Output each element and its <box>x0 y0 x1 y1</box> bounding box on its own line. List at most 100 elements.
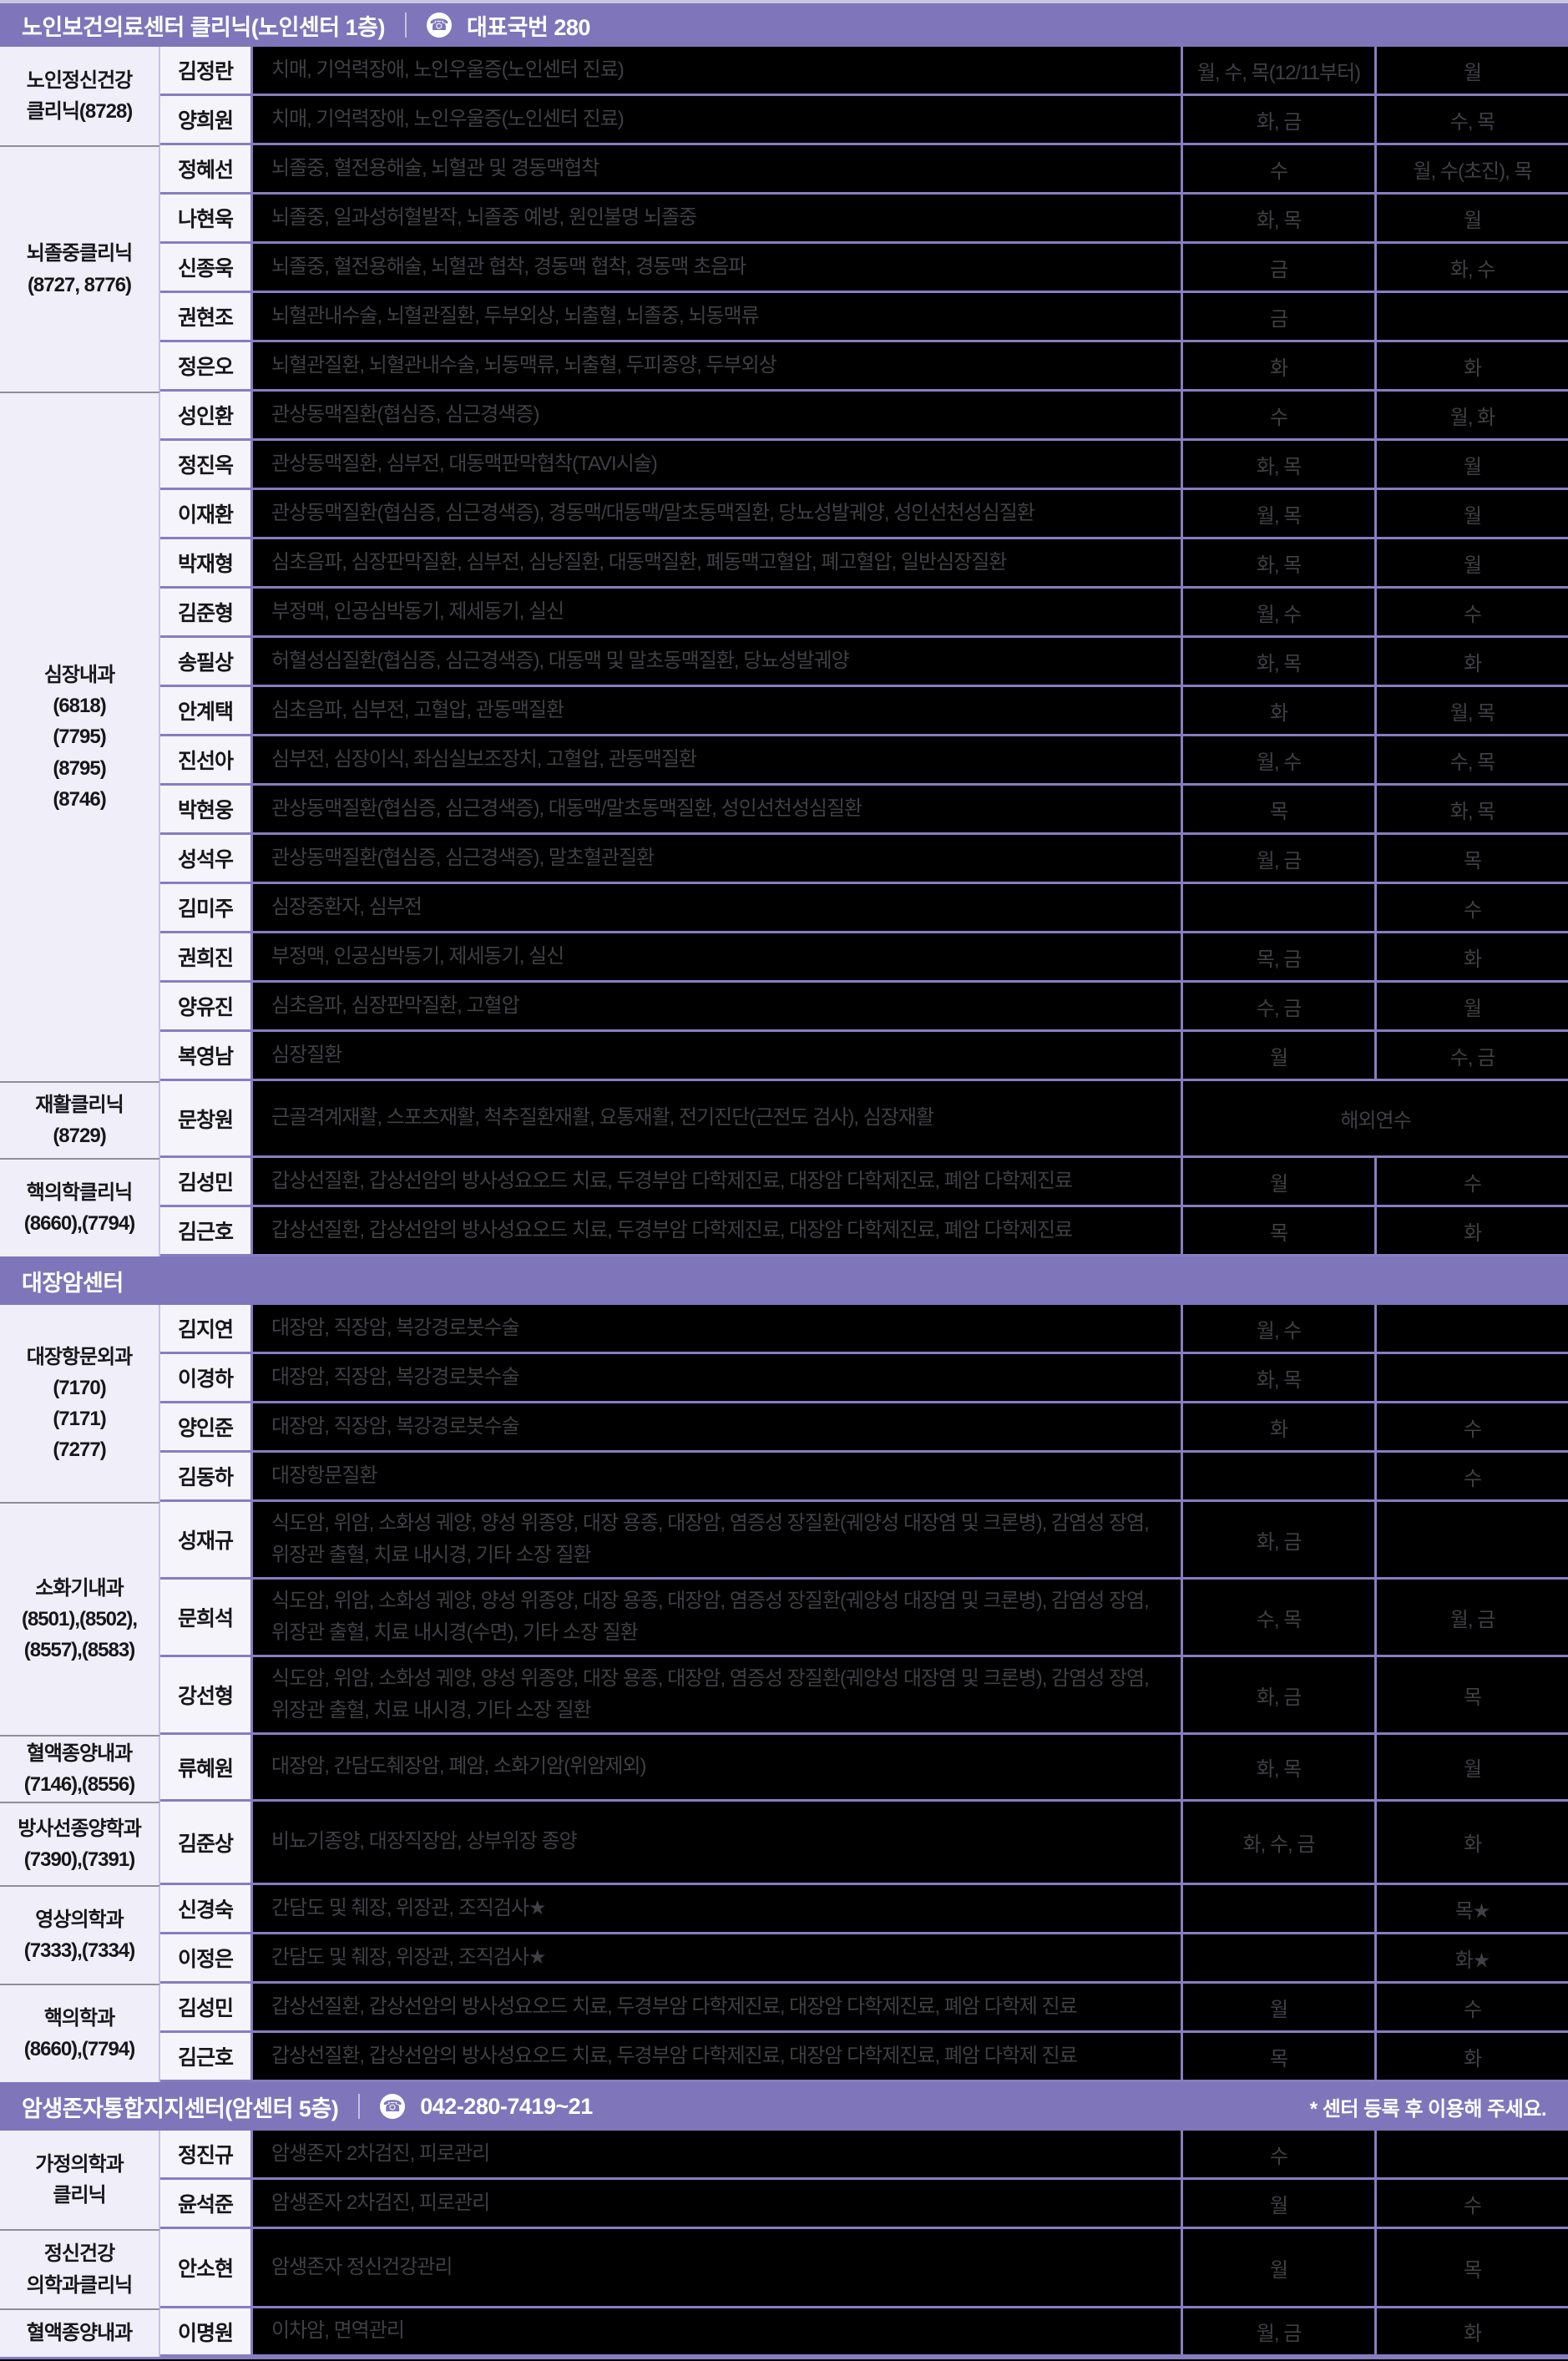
dept-label-line: 의학과클리닉 <box>26 2273 133 2297</box>
schedule-1-cell: 월 <box>1183 1032 1377 1079</box>
schedule-1-cell: 금 <box>1183 244 1377 291</box>
specialty-cell: 관상동맥질환(협심증, 심근경색증) <box>253 392 1183 438</box>
specialty-cell: 뇌졸중, 혈전용해술, 뇌혈관 협착, 경동맥 협착, 경동맥 초음파 <box>253 244 1183 291</box>
section-header: 암생존자통합지지센터(암센터 5층) ☎ 042-280-7419~21 * 센터 등… <box>0 2082 1568 2131</box>
schedule-1-cell: 금 <box>1183 293 1377 340</box>
specialty-cell: 뇌혈관질환, 뇌혈관내수술, 뇌동맥류, 뇌출혈, 두피종양, 두부외상 <box>253 342 1183 389</box>
department-group: 심장내과 (6818) (7795) (8795) (8746) 성인환 관상동맥질환(협심… <box>0 392 1568 1081</box>
schedule-2-cell: 수, 목 <box>1377 96 1568 143</box>
dept-label-line: (7390),(7391) <box>23 1848 135 1871</box>
specialty-cell: 심장질환 <box>253 1032 1183 1079</box>
specialty-cell: 뇌혈관내수술, 뇌혈관질환, 두부외상, 뇌출혈, 뇌졸중, 뇌동맥류 <box>253 293 1183 340</box>
schedule-row: 신종욱 뇌졸중, 혈전용해술, 뇌혈관 협착, 경동맥 협착, 경동맥 초음파 금 화… <box>160 244 1568 293</box>
doctor-name: 권현조 <box>160 293 253 340</box>
schedule-2-cell: 수 <box>1377 2180 1568 2227</box>
department-group: 소화기내과 (8501),(8502), (8557),(8583) 성재규 식도암, … <box>0 1502 1568 1735</box>
schedule-1-cell: 수 <box>1183 392 1377 438</box>
doctor-name: 복영남 <box>160 1032 253 1079</box>
doctor-name: 정진옥 <box>160 441 253 488</box>
specialty-cell: 대장암, 직장암, 복강경로봇수술 <box>253 1403 1183 1450</box>
specialty-cell: 비뇨기종양, 대장직장암, 상부위장 종양 <box>253 1802 1183 1883</box>
specialty-cell: 치매, 기억력장애, 노인우울증(노인센터 진료) <box>253 96 1183 143</box>
schedule-row: 문희석 식도암, 위암, 소화성 궤양, 양성 위종양, 대장 용종, 대장암, … <box>160 1580 1568 1657</box>
doctor-name: 정은오 <box>160 342 253 389</box>
dept-label-line: 재활클리닉 <box>35 1093 124 1116</box>
specialty-cell: 갑상선질환, 갑상선암의 방사성요오드 치료, 두경부암 다학제진료, 대장암 … <box>253 1207 1183 1254</box>
schedule-1-cell: 월 <box>1183 2180 1377 2227</box>
schedule-1-cell: 월 <box>1183 1984 1377 2030</box>
specialty-cell: 심초음파, 심장판막질환, 고혈압 <box>253 983 1183 1029</box>
schedule-1-cell: 화, 목 <box>1183 539 1377 586</box>
schedule-row: 안계택 심초음파, 심부전, 고혈압, 관동맥질환 화 월, 목 <box>160 687 1568 736</box>
schedule-2-cell: 화 <box>1377 342 1568 389</box>
schedule-2-cell <box>1377 2131 1568 2177</box>
schedule-row: 송필상 허혈성심질환(협심증, 심근경색증), 대동맥 및 말초동맥질환, 당뇨성… <box>160 638 1568 687</box>
doctor-name: 박재형 <box>160 539 253 586</box>
doctor-name: 신종욱 <box>160 244 253 291</box>
schedule-1-cell: 월, 금 <box>1183 2308 1377 2354</box>
dept-label-line: 혈액종양내과 <box>26 2322 133 2345</box>
doctor-name: 이경하 <box>160 1354 253 1401</box>
schedule-1-cell: 목, 금 <box>1183 933 1377 980</box>
department-group: 가정의학과 클리닉 정진규 암생존자 2차검진, 피로관리 수 윤석준 암생존자 2차검진,… <box>0 2131 1568 2229</box>
phone-number: 대표국번 280 <box>466 14 590 40</box>
specialty-cell: 간담도 및 췌장, 위장관, 조직검사★ <box>253 1934 1183 1981</box>
specialty-cell: 대장암, 직장암, 복강경로봇수술 <box>253 1305 1183 1352</box>
doctor-name: 김근호 <box>160 1207 253 1254</box>
schedule-row: 김근호 갑상선질환, 갑상선암의 방사성요오드 치료, 두경부암 다학제진료, 대… <box>160 2033 1568 2082</box>
doctor-name: 김준상 <box>160 1802 253 1883</box>
phone-icon: ☎ <box>380 2094 406 2119</box>
specialty-cell: 심장중환자, 심부전 <box>253 884 1183 931</box>
dept-label-line: (7170) <box>53 1376 106 1399</box>
specialty-cell: 뇌졸중, 혈전용해술, 뇌혈관 및 경동맥협착 <box>253 145 1183 192</box>
doctor-name: 양인준 <box>160 1403 253 1450</box>
schedule-1-cell: 목 <box>1183 2033 1377 2080</box>
dept-label-line: (8727, 8776) <box>27 273 132 296</box>
divider <box>358 2094 361 2119</box>
dept-label-line: 영상의학과 <box>35 1908 124 1931</box>
schedule-2-cell: 화★ <box>1377 1934 1568 1981</box>
doctor-name: 강선형 <box>160 1657 253 1732</box>
schedule-2-cell: 수 <box>1377 1984 1568 2030</box>
doctor-name: 김준형 <box>160 589 253 635</box>
schedule-row: 김성민 갑상선질환, 갑상선암의 방사성요오드 치료, 두경부암 다학제진료, 대… <box>160 1984 1568 2033</box>
dept-cell: 정신건강 의학과클리닉 <box>0 2229 160 2308</box>
schedule-1-cell: 월, 금 <box>1183 835 1377 882</box>
specialty-cell: 부정맥, 인공심박동기, 제세동기, 실신 <box>253 589 1183 635</box>
dept-label-line: (8557),(8583) <box>23 1639 135 1662</box>
schedule-2-cell: 수, 금 <box>1377 1032 1568 1079</box>
doctor-name: 송필상 <box>160 638 253 685</box>
doctor-name: 김지연 <box>160 1305 253 1352</box>
specialty-cell: 대장암, 직장암, 복강경로봇수술 <box>253 1354 1183 1401</box>
merged-schedule-cell: 해외연수 <box>1183 1081 1568 1155</box>
schedule-2-cell: 목★ <box>1377 1885 1568 1932</box>
specialty-cell: 식도암, 위암, 소화성 궤양, 양성 위종양, 대장 용종, 대장암, 염증성… <box>253 1580 1183 1655</box>
dept-cell: 핵의학클리닉 (8660),(7794) <box>0 1158 160 1256</box>
schedule-1-cell: 화, 목 <box>1183 1354 1377 1401</box>
schedule-1-cell: 수 <box>1183 2131 1377 2177</box>
schedule-2-cell: 월, 목 <box>1377 687 1568 734</box>
schedule-1-cell <box>1183 884 1377 931</box>
doctor-name: 신경숙 <box>160 1885 253 1932</box>
doctor-name: 양유진 <box>160 983 253 1029</box>
schedule-2-cell <box>1377 293 1568 340</box>
dept-cell: 심장내과 (6818) (7795) (8795) (8746) <box>0 392 160 1081</box>
dept-cell: 혈액종양내과 <box>0 2308 160 2357</box>
specialty-cell: 관상동맥질환(협심증, 심근경색증), 경동맥/대동맥/말초동맥질환, 당뇨성발… <box>253 490 1183 537</box>
schedule-row: 김정란 치매, 기억력장애, 노인우울증(노인센터 진료) 월, 수, 목(12/1… <box>160 47 1568 96</box>
schedule-row: 정은오 뇌혈관질환, 뇌혈관내수술, 뇌동맥류, 뇌출혈, 두피종양, 두부외상 화… <box>160 342 1568 392</box>
schedule-1-cell: 월 <box>1183 2229 1377 2306</box>
doctor-name: 성재규 <box>160 1502 253 1577</box>
schedule-1-cell: 목 <box>1183 1207 1377 1254</box>
schedule-1-cell <box>1183 1934 1377 1981</box>
schedule-row: 복영남 심장질환 월 수, 금 <box>160 1032 1568 1081</box>
dept-cell: 노인정신건강 클리닉(8728) <box>0 47 160 145</box>
